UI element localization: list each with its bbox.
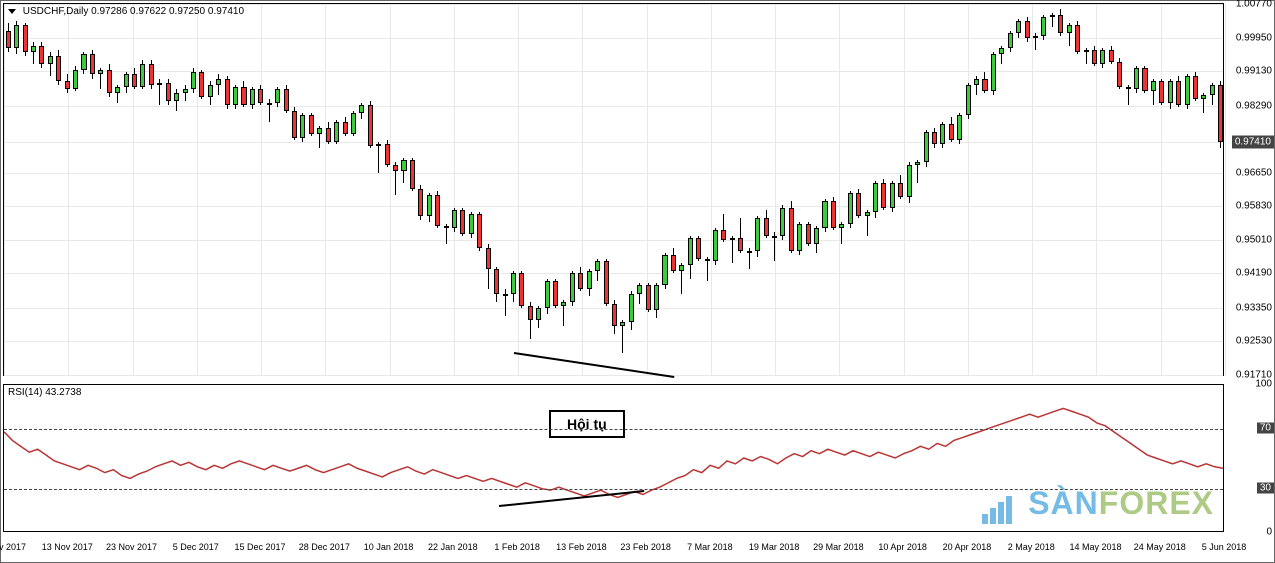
x-tick: 19 Mar 2018 [749, 542, 800, 552]
rsi-ytick: 70 [1257, 423, 1274, 434]
x-tick: 29 Mar 2018 [813, 542, 864, 552]
logo-bars-icon [982, 487, 1014, 524]
price-ytick: 0.99130 [1236, 66, 1272, 77]
annotation-box: Hội tụ [549, 410, 625, 438]
x-tick: 15 Dec 2017 [235, 542, 286, 552]
x-tick: 1 Nov 2017 [0, 542, 26, 552]
watermark-logo: SÀNFOREX [982, 485, 1214, 524]
x-axis: 1 Nov 2017 13 Nov 2017 23 Nov 2017 5 Dec 20… [3, 532, 1224, 560]
x-tick: 7 Mar 2018 [687, 542, 733, 552]
x-tick: 5 Jun 2018 [1202, 542, 1247, 552]
price-ytick: 0.93350 [1236, 302, 1272, 313]
x-tick: 20 Apr 2018 [943, 542, 992, 552]
x-tick: 1 Feb 2018 [494, 542, 540, 552]
watermark-forex: FOREX [1099, 485, 1214, 521]
price-panel[interactable]: USDCHF,Daily 0.97286 0.97622 0.97250 0.9… [3, 3, 1224, 376]
rsi-title: RSI(14) 43.2738 [8, 387, 81, 398]
price-ytick: 0.92530 [1236, 336, 1272, 347]
chart-window: USDCHF,Daily 0.97286 0.97622 0.97250 0.9… [0, 0, 1275, 563]
x-tick: 23 Feb 2018 [620, 542, 671, 552]
symbol-title-row: USDCHF,Daily 0.97286 0.97622 0.97250 0.9… [8, 6, 244, 17]
x-tick: 23 Nov 2017 [106, 542, 157, 552]
dropdown-icon[interactable] [8, 9, 16, 14]
x-tick: 13 Nov 2017 [42, 542, 93, 552]
symbol-title: USDCHF,Daily 0.97286 0.97622 0.97250 0.9… [23, 6, 244, 17]
price-ytick: 0.96650 [1236, 167, 1272, 178]
watermark-san: SÀN [1028, 485, 1099, 521]
x-tick: 24 May 2018 [1134, 542, 1186, 552]
rsi-ytick: 30 [1257, 482, 1274, 493]
x-tick: 5 Dec 2017 [173, 542, 219, 552]
price-ytick: 0.99950 [1236, 32, 1272, 43]
price-ytick: 0.97410 [1232, 135, 1274, 148]
x-tick: 14 May 2018 [1069, 542, 1121, 552]
rsi-ytick: 100 [1255, 379, 1272, 390]
price-ytick: 1.00770 [1236, 0, 1272, 10]
rsi-ytick: 0 [1266, 527, 1272, 538]
price-y-axis: 1.00770 0.99950 0.99130 0.98290 0.97410 0.966… [1226, 3, 1274, 376]
x-tick: 10 Apr 2018 [878, 542, 927, 552]
rsi-y-axis: 03070100 [1226, 384, 1274, 532]
x-tick: 28 Dec 2017 [299, 542, 350, 552]
price-ytick: 0.95830 [1236, 201, 1272, 212]
x-tick: 22 Jan 2018 [428, 542, 478, 552]
rsi-level-line [4, 429, 1223, 430]
price-ytick: 0.98290 [1236, 100, 1272, 111]
x-tick: 10 Jan 2018 [364, 542, 414, 552]
x-tick: 13 Feb 2018 [556, 542, 607, 552]
price-ytick: 0.95010 [1236, 234, 1272, 245]
x-tick: 2 May 2018 [1008, 542, 1055, 552]
price-ytick: 0.94190 [1236, 268, 1272, 279]
